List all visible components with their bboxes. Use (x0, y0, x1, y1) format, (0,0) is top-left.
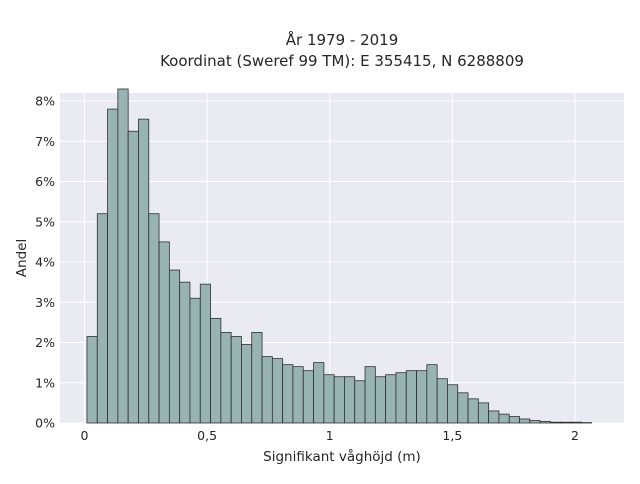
histogram-bar (447, 385, 457, 423)
histogram-bar (303, 371, 313, 423)
histogram-bar (334, 377, 344, 423)
histogram-bar (324, 375, 334, 423)
y-tick-label: 3% (35, 295, 55, 310)
histogram-bar (437, 379, 447, 423)
x-tick-label: 0,5 (197, 428, 217, 443)
histogram-bar (571, 422, 581, 423)
histogram-bar (97, 214, 107, 423)
histogram-bar (180, 282, 190, 423)
y-tick-label: 8% (35, 94, 55, 109)
histogram-bar (530, 421, 540, 423)
histogram-bar (406, 371, 416, 423)
histogram-bar (427, 365, 437, 423)
histogram-bar (365, 367, 375, 423)
histogram-bar (314, 363, 324, 423)
y-tick-label: 2% (35, 335, 55, 350)
x-tick-label: 2 (571, 428, 579, 443)
histogram-bar (293, 367, 303, 423)
histogram-bar (138, 119, 148, 423)
chart-title-line-2: Koordinat (Sweref 99 TM): E 355415, N 62… (160, 52, 524, 70)
histogram-bar (509, 417, 519, 423)
histogram-bar (159, 242, 169, 423)
y-tick-label: 1% (35, 375, 55, 390)
y-tick-label: 0% (35, 416, 55, 431)
histogram-bar (149, 214, 159, 423)
histogram-bar (355, 381, 365, 423)
histogram-bar (87, 336, 97, 423)
histogram-bar (272, 359, 282, 423)
histogram-bar (231, 336, 241, 423)
histogram-bar (520, 419, 530, 423)
x-axis-label: Signifikant våghöjd (m) (263, 448, 421, 465)
histogram-bar (108, 109, 118, 423)
histogram-bar (169, 270, 179, 423)
y-tick-label: 7% (35, 134, 55, 149)
y-axis-label: Andel (14, 239, 30, 277)
histogram-bar (128, 131, 138, 423)
y-tick-label: 4% (35, 255, 55, 270)
histogram-bar (386, 375, 396, 423)
x-tick-label: 1 (326, 428, 334, 443)
histogram-bar (241, 345, 251, 423)
histogram-bar (211, 318, 221, 423)
y-tick-label: 5% (35, 214, 55, 229)
histogram-bar (396, 373, 406, 423)
x-tick-label: 1,5 (442, 428, 462, 443)
histogram-bar (252, 332, 262, 423)
histogram-bar (200, 284, 210, 423)
histogram-bar (262, 357, 272, 423)
histogram-bar (344, 377, 354, 423)
chart-title-line-1: År 1979 - 2019 (286, 30, 399, 49)
histogram-bar (561, 422, 571, 423)
histogram-bar (283, 365, 293, 423)
histogram-bar (489, 411, 499, 423)
histogram-bar (190, 298, 200, 423)
histogram-bar (468, 399, 478, 423)
x-tick-label: 0 (81, 428, 89, 443)
histogram-bar (499, 414, 509, 423)
histogram-bar (417, 371, 427, 423)
histogram-bar (540, 421, 550, 423)
histogram-bar (478, 403, 488, 423)
y-tick-label: 6% (35, 174, 55, 189)
histogram-bar (118, 89, 128, 423)
histogram-bar (221, 332, 231, 423)
histogram-bar (375, 377, 385, 423)
histogram-bar (458, 393, 468, 423)
histogram-bar (550, 422, 560, 423)
